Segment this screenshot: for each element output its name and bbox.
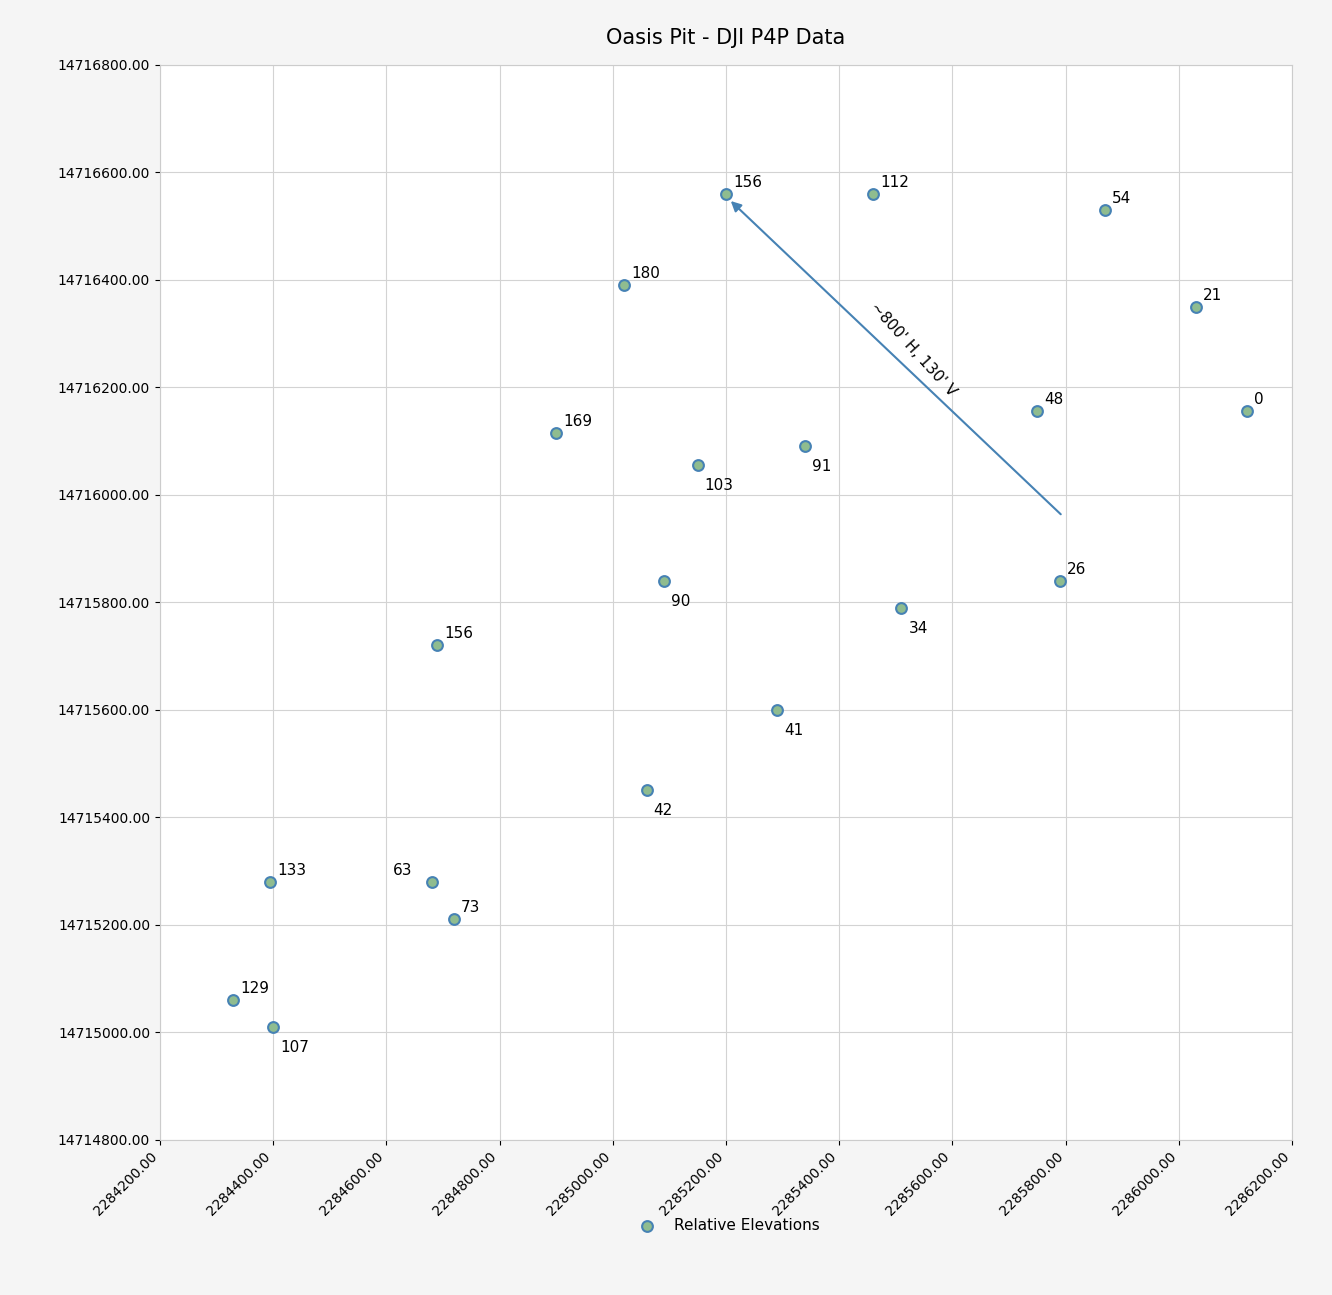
Text: 54: 54: [1112, 190, 1131, 206]
Relative Elevations: [687, 455, 709, 475]
Relative Elevations: [546, 422, 567, 443]
Relative Elevations: [421, 872, 442, 892]
Relative Elevations: [795, 436, 817, 457]
Relative Elevations: [262, 1017, 284, 1037]
Text: 73: 73: [461, 900, 481, 916]
Text: 156: 156: [444, 627, 473, 641]
Text: 42: 42: [654, 803, 673, 818]
Text: 107: 107: [280, 1040, 309, 1054]
Text: 133: 133: [277, 862, 306, 878]
Title: Oasis Pit - DJI P4P Data: Oasis Pit - DJI P4P Data: [606, 28, 846, 48]
Relative Elevations: [891, 597, 912, 618]
Relative Elevations: [653, 570, 674, 591]
Relative Elevations: [863, 184, 884, 205]
Legend: Relative Elevations: Relative Elevations: [626, 1212, 826, 1239]
Relative Elevations: [444, 909, 465, 930]
Text: 169: 169: [563, 414, 593, 429]
Relative Elevations: [715, 184, 737, 205]
Text: 90: 90: [670, 593, 690, 609]
Relative Elevations: [766, 699, 787, 720]
Text: 129: 129: [240, 980, 269, 996]
Text: 41: 41: [783, 723, 803, 738]
Text: 34: 34: [908, 620, 928, 636]
Relative Elevations: [635, 780, 657, 800]
Relative Elevations: [614, 275, 635, 295]
Text: 0: 0: [1253, 392, 1263, 408]
Relative Elevations: [1095, 199, 1116, 220]
Text: 48: 48: [1044, 392, 1063, 408]
Relative Elevations: [426, 635, 448, 655]
Text: 21: 21: [1203, 287, 1221, 303]
Relative Elevations: [1050, 570, 1071, 591]
Text: 91: 91: [813, 460, 831, 474]
Relative Elevations: [260, 872, 281, 892]
Text: 63: 63: [393, 862, 412, 878]
Relative Elevations: [222, 989, 244, 1010]
Text: 103: 103: [705, 478, 734, 493]
Text: 26: 26: [1067, 562, 1087, 576]
Text: 112: 112: [880, 175, 908, 190]
Relative Elevations: [1185, 297, 1207, 317]
Text: 180: 180: [631, 267, 659, 281]
Relative Elevations: [1027, 401, 1048, 422]
Relative Elevations: [1236, 401, 1257, 422]
Text: ~800' H, 130' V: ~800' H, 130' V: [867, 299, 959, 399]
Text: 156: 156: [733, 175, 762, 190]
